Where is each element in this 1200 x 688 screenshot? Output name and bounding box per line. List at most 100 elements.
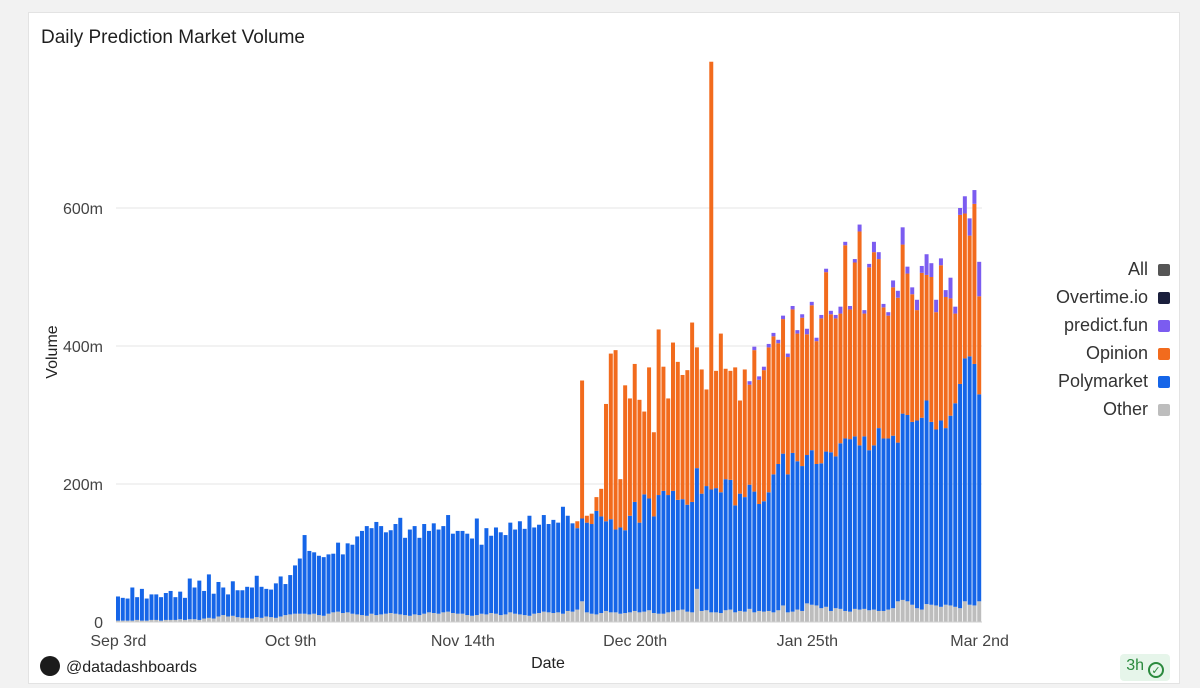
- bar-segment-polymarket: [154, 594, 159, 620]
- bar-segment-opinion: [704, 389, 709, 487]
- bar-segment-opinion: [938, 265, 943, 421]
- bar-segment-other: [541, 611, 546, 622]
- bar-segment-predict-fun: [838, 306, 843, 314]
- bar-segment-opinion: [886, 315, 891, 439]
- bar-segment-other: [130, 620, 135, 622]
- bar-segment-opinion: [575, 521, 580, 529]
- legend-item-all[interactable]: All: [1056, 258, 1170, 286]
- bar-segment-polymarket: [479, 544, 484, 614]
- bar-segment-opinion: [790, 309, 795, 453]
- bar-segment-other: [326, 613, 331, 622]
- bar-segment-other: [163, 619, 168, 622]
- bar-segment-opinion: [608, 353, 613, 520]
- bar-segment-other: [800, 610, 805, 622]
- bar-segment-polymarket: [226, 594, 231, 617]
- legend-item-opinion[interactable]: Opinion: [1056, 342, 1170, 370]
- bar-segment-polymarket: [374, 521, 379, 616]
- bar-segment-other: [962, 601, 967, 622]
- bar-segment-polymarket: [541, 515, 546, 612]
- legend-label: Opinion: [1085, 343, 1148, 363]
- bar-segment-other: [656, 613, 661, 622]
- bar-segment-polymarket: [699, 493, 704, 611]
- bar-segment-polymarket: [771, 474, 776, 613]
- legend-label: predict.fun: [1063, 315, 1148, 335]
- bar-segment-polymarket: [302, 535, 307, 614]
- bar-segment-predict-fun: [924, 254, 929, 275]
- legend-item-predict-fun[interactable]: predict.fun: [1056, 314, 1170, 342]
- bar-segment-other: [197, 619, 202, 622]
- bar-segment-polymarket: [723, 479, 728, 611]
- bar-segment-polymarket: [187, 578, 192, 620]
- bar-segment-other: [226, 616, 231, 622]
- bar-segment-opinion: [709, 61, 714, 490]
- bar-segment-predict-fun: [977, 261, 982, 297]
- bar-segment-other: [910, 604, 915, 622]
- bar-segment-predict-fun: [919, 265, 924, 273]
- bar-segment-opinion: [647, 367, 652, 499]
- bar-segment-predict-fun: [819, 314, 824, 319]
- bar-segment-other: [307, 614, 312, 622]
- bar-segment-predict-fun: [953, 306, 958, 314]
- bar-segment-other: [685, 611, 690, 622]
- bar-segment-opinion: [728, 370, 733, 480]
- bar-segment-opinion: [656, 329, 661, 496]
- bar-segment-polymarket: [977, 394, 982, 602]
- bar-segment-other: [886, 609, 891, 622]
- bar-segment-polymarket: [814, 463, 819, 606]
- legend-item-other[interactable]: Other: [1056, 398, 1170, 426]
- bar-segment-other: [943, 604, 948, 622]
- bar-segment-other: [336, 611, 341, 622]
- bar-segment-polymarket: [340, 554, 345, 614]
- bar-segment-other: [374, 615, 379, 622]
- bar-segment-other: [776, 610, 781, 622]
- bar-segment-other: [651, 613, 656, 622]
- legend-label: Other: [1102, 399, 1148, 419]
- bar-segment-polymarket: [527, 515, 532, 616]
- bar-segment-opinion: [900, 244, 905, 414]
- bar-segment-polymarket: [900, 413, 905, 600]
- legend-swatch: [1158, 404, 1170, 416]
- y-tick-label: 200m: [63, 477, 103, 494]
- bar-segment-opinion: [833, 318, 838, 457]
- bar-segment-polymarket: [197, 580, 202, 620]
- bar-segment-polymarket: [766, 492, 771, 611]
- bar-segment-other: [570, 611, 575, 622]
- bar-segment-other: [345, 612, 350, 622]
- bar-segment-polymarket: [393, 524, 398, 614]
- bar-segment-polymarket: [293, 565, 298, 614]
- bar-segment-predict-fun: [795, 330, 800, 334]
- bar-segment-polymarket: [671, 490, 675, 612]
- bar-segment-opinion: [785, 357, 790, 475]
- bar-segment-other: [766, 610, 771, 622]
- bar-segment-opinion: [761, 370, 766, 502]
- bar-segment-other: [790, 611, 795, 622]
- bar-segment-other: [972, 605, 977, 622]
- bar-segment-polymarket: [360, 530, 364, 616]
- bar-segment-other: [690, 612, 695, 622]
- bar-segment-opinion: [929, 277, 934, 422]
- bar-segment-polymarket: [632, 501, 637, 611]
- legend-item-overtime[interactable]: Overtime.io: [1056, 286, 1170, 314]
- bar-segment-polymarket: [747, 484, 752, 609]
- bar-segment-polymarket: [919, 417, 924, 610]
- bar-segment-polymarket: [130, 587, 135, 621]
- x-tick-label: Mar 2nd: [950, 633, 1009, 650]
- bar-segment-other: [532, 613, 537, 622]
- bar-segment-polymarket: [182, 597, 187, 620]
- bar-segment-other: [761, 611, 766, 622]
- bar-segment-polymarket: [537, 524, 542, 614]
- bar-segment-opinion: [618, 479, 623, 528]
- legend-item-polymarket[interactable]: Polymarket: [1056, 370, 1170, 398]
- author-credit[interactable]: @datadashboards: [40, 656, 197, 677]
- bar-segment-other: [785, 612, 790, 622]
- bar-segment-other: [608, 612, 613, 622]
- bar-segment-opinion: [924, 274, 929, 401]
- bar-segment-opinion: [814, 341, 819, 464]
- bar-segment-other: [340, 613, 345, 622]
- bar-segment-other: [828, 610, 833, 622]
- bar-segment-other: [221, 615, 226, 622]
- bar-segment-polymarket: [843, 438, 848, 611]
- refresh-badge[interactable]: 3h ✓: [1120, 654, 1170, 681]
- bar-segment-other: [355, 614, 360, 622]
- bar-segment-opinion: [747, 384, 752, 485]
